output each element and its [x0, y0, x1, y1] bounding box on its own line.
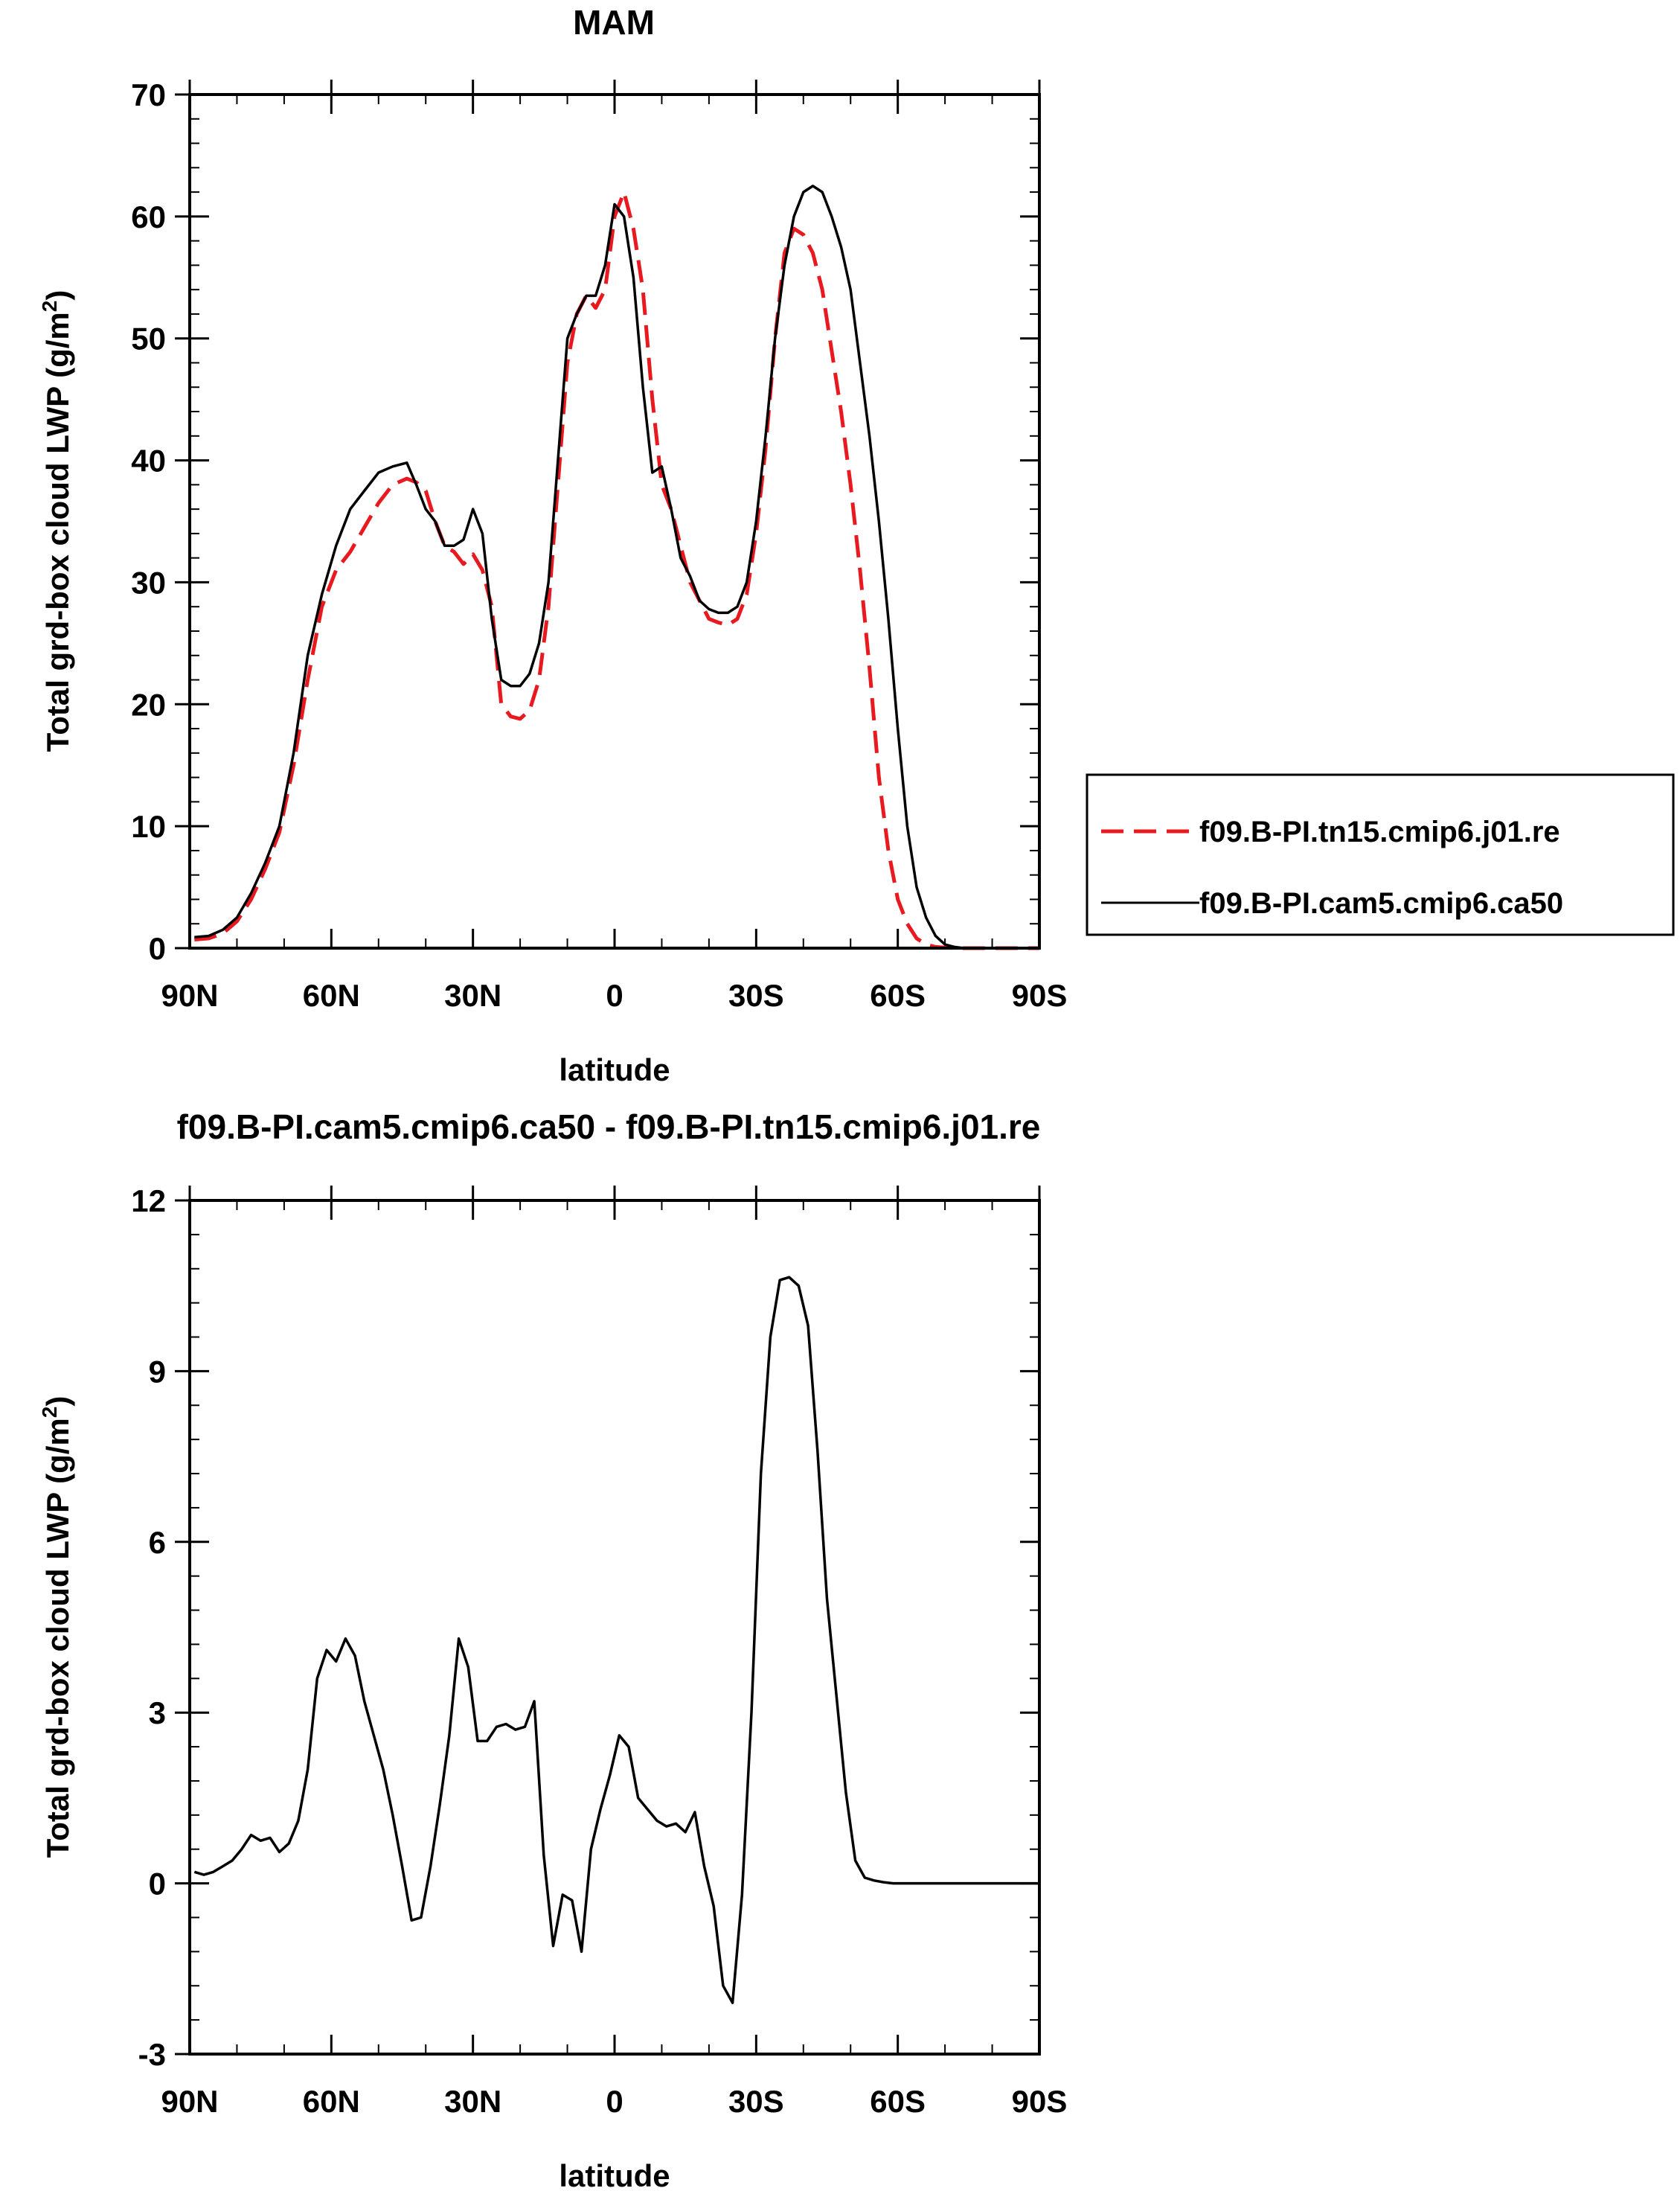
bottom-y-axis-label: Total grd-box cloud LWP (g/m2)	[38, 1396, 75, 1858]
bottom-y-tick-label: 9	[149, 1354, 166, 1389]
top-series-line-1	[194, 185, 1039, 950]
top-y-tick-label: 60	[131, 199, 166, 234]
bottom-x-tick-label: 90S	[1012, 2084, 1068, 2119]
top-x-tick-label: 90N	[161, 978, 218, 1013]
bottom-y-tick-label: 6	[149, 1525, 166, 1560]
top-x-tick-label: 0	[606, 978, 623, 1013]
bottom-x-tick-label: 30N	[444, 2084, 501, 2119]
top-plot-frame	[188, 93, 1041, 950]
top-y-tick-label: 30	[131, 565, 166, 600]
bottom-x-tick-label: 60N	[303, 2084, 360, 2119]
top-y-tick-label: 20	[131, 687, 166, 722]
bottom-x-axis-label: latitude	[559, 2158, 670, 2191]
legend-label-1: f09.B-PI.cam5.cmip6.ca50	[1199, 887, 1563, 920]
legend-label-0: f09.B-PI.tn15.cmip6.j01.re	[1199, 816, 1560, 848]
top-x-tick-label: 60N	[303, 978, 360, 1013]
top-x-tick-labels: 90N 60N 30N 0 30S 60S 90S	[161, 978, 1067, 1013]
bottom-x-tick-labels: 90N 60N 30N 0 30S 60S 90S	[161, 2084, 1067, 2119]
bottom-x-tick-label: 60S	[870, 2084, 926, 2119]
top-y-axis-label: Total grd-box cloud LWP (g/m2)	[38, 290, 75, 752]
bottom-axis-ticks	[175, 1186, 1041, 2056]
top-axis-ticks	[175, 80, 1041, 950]
bottom-x-tick-label: 0	[606, 2084, 623, 2119]
bottom-y-tick-label: 0	[149, 1867, 166, 1901]
bottom-plot: f09.B-PI.cam5.cmip6.ca50 - f09.B-PI.tn15…	[38, 1107, 1067, 2191]
bottom-y-tick-label: 3	[149, 1695, 166, 1730]
top-y-axis-label-sup: 2	[38, 301, 61, 313]
bottom-y-axis-label-sup: 2	[38, 1407, 61, 1418]
bottom-series-line-0	[193, 1276, 1039, 2004]
top-y-axis-label-text: Total grd-box cloud LWP (g/m	[40, 312, 75, 752]
top-x-axis-label: latitude	[559, 1052, 670, 1087]
top-y-tick-label: 10	[131, 809, 166, 844]
top-y-tick-label: 0	[149, 931, 166, 966]
top-series-line-0	[194, 190, 1039, 950]
bottom-chart-title: f09.B-PI.cam5.cmip6.ca50 - f09.B-PI.tn15…	[177, 1107, 1041, 1146]
bottom-series-group	[193, 1276, 1039, 2004]
bottom-y-axis-label-text: Total grd-box cloud LWP (g/m	[40, 1418, 75, 1858]
bottom-y-tick-label: -3	[138, 2037, 166, 2072]
top-x-tick-label: 90S	[1012, 978, 1068, 1013]
legend-box	[1086, 773, 1675, 936]
top-y-tick-label: 40	[131, 444, 166, 479]
bottom-y-tick-labels: -3 0 3 6 9 12	[131, 1183, 166, 2072]
bottom-plot-frame	[188, 1199, 1041, 2056]
top-y-tick-label: 50	[131, 322, 166, 356]
top-x-tick-label: 60S	[870, 978, 926, 1013]
top-series-group	[194, 185, 1039, 950]
top-y-tick-labels: 0 10 20 30 40 50 60 70	[131, 77, 166, 966]
top-x-tick-label: 30N	[444, 978, 501, 1013]
bottom-x-tick-label: 30S	[728, 2084, 784, 2119]
bottom-y-tick-label: 12	[131, 1183, 166, 1218]
bottom-y-axis-label-close: )	[40, 1396, 75, 1407]
bottom-x-tick-label: 90N	[161, 2084, 218, 2119]
top-chart-title: MAM	[573, 3, 655, 42]
top-y-axis-label-close: )	[40, 290, 75, 301]
legend: f09.B-PI.tn15.cmip6.j01.re f09.B-PI.cam5…	[1086, 773, 1675, 936]
top-x-tick-label: 30S	[728, 978, 784, 1013]
top-y-tick-label: 70	[131, 77, 166, 112]
